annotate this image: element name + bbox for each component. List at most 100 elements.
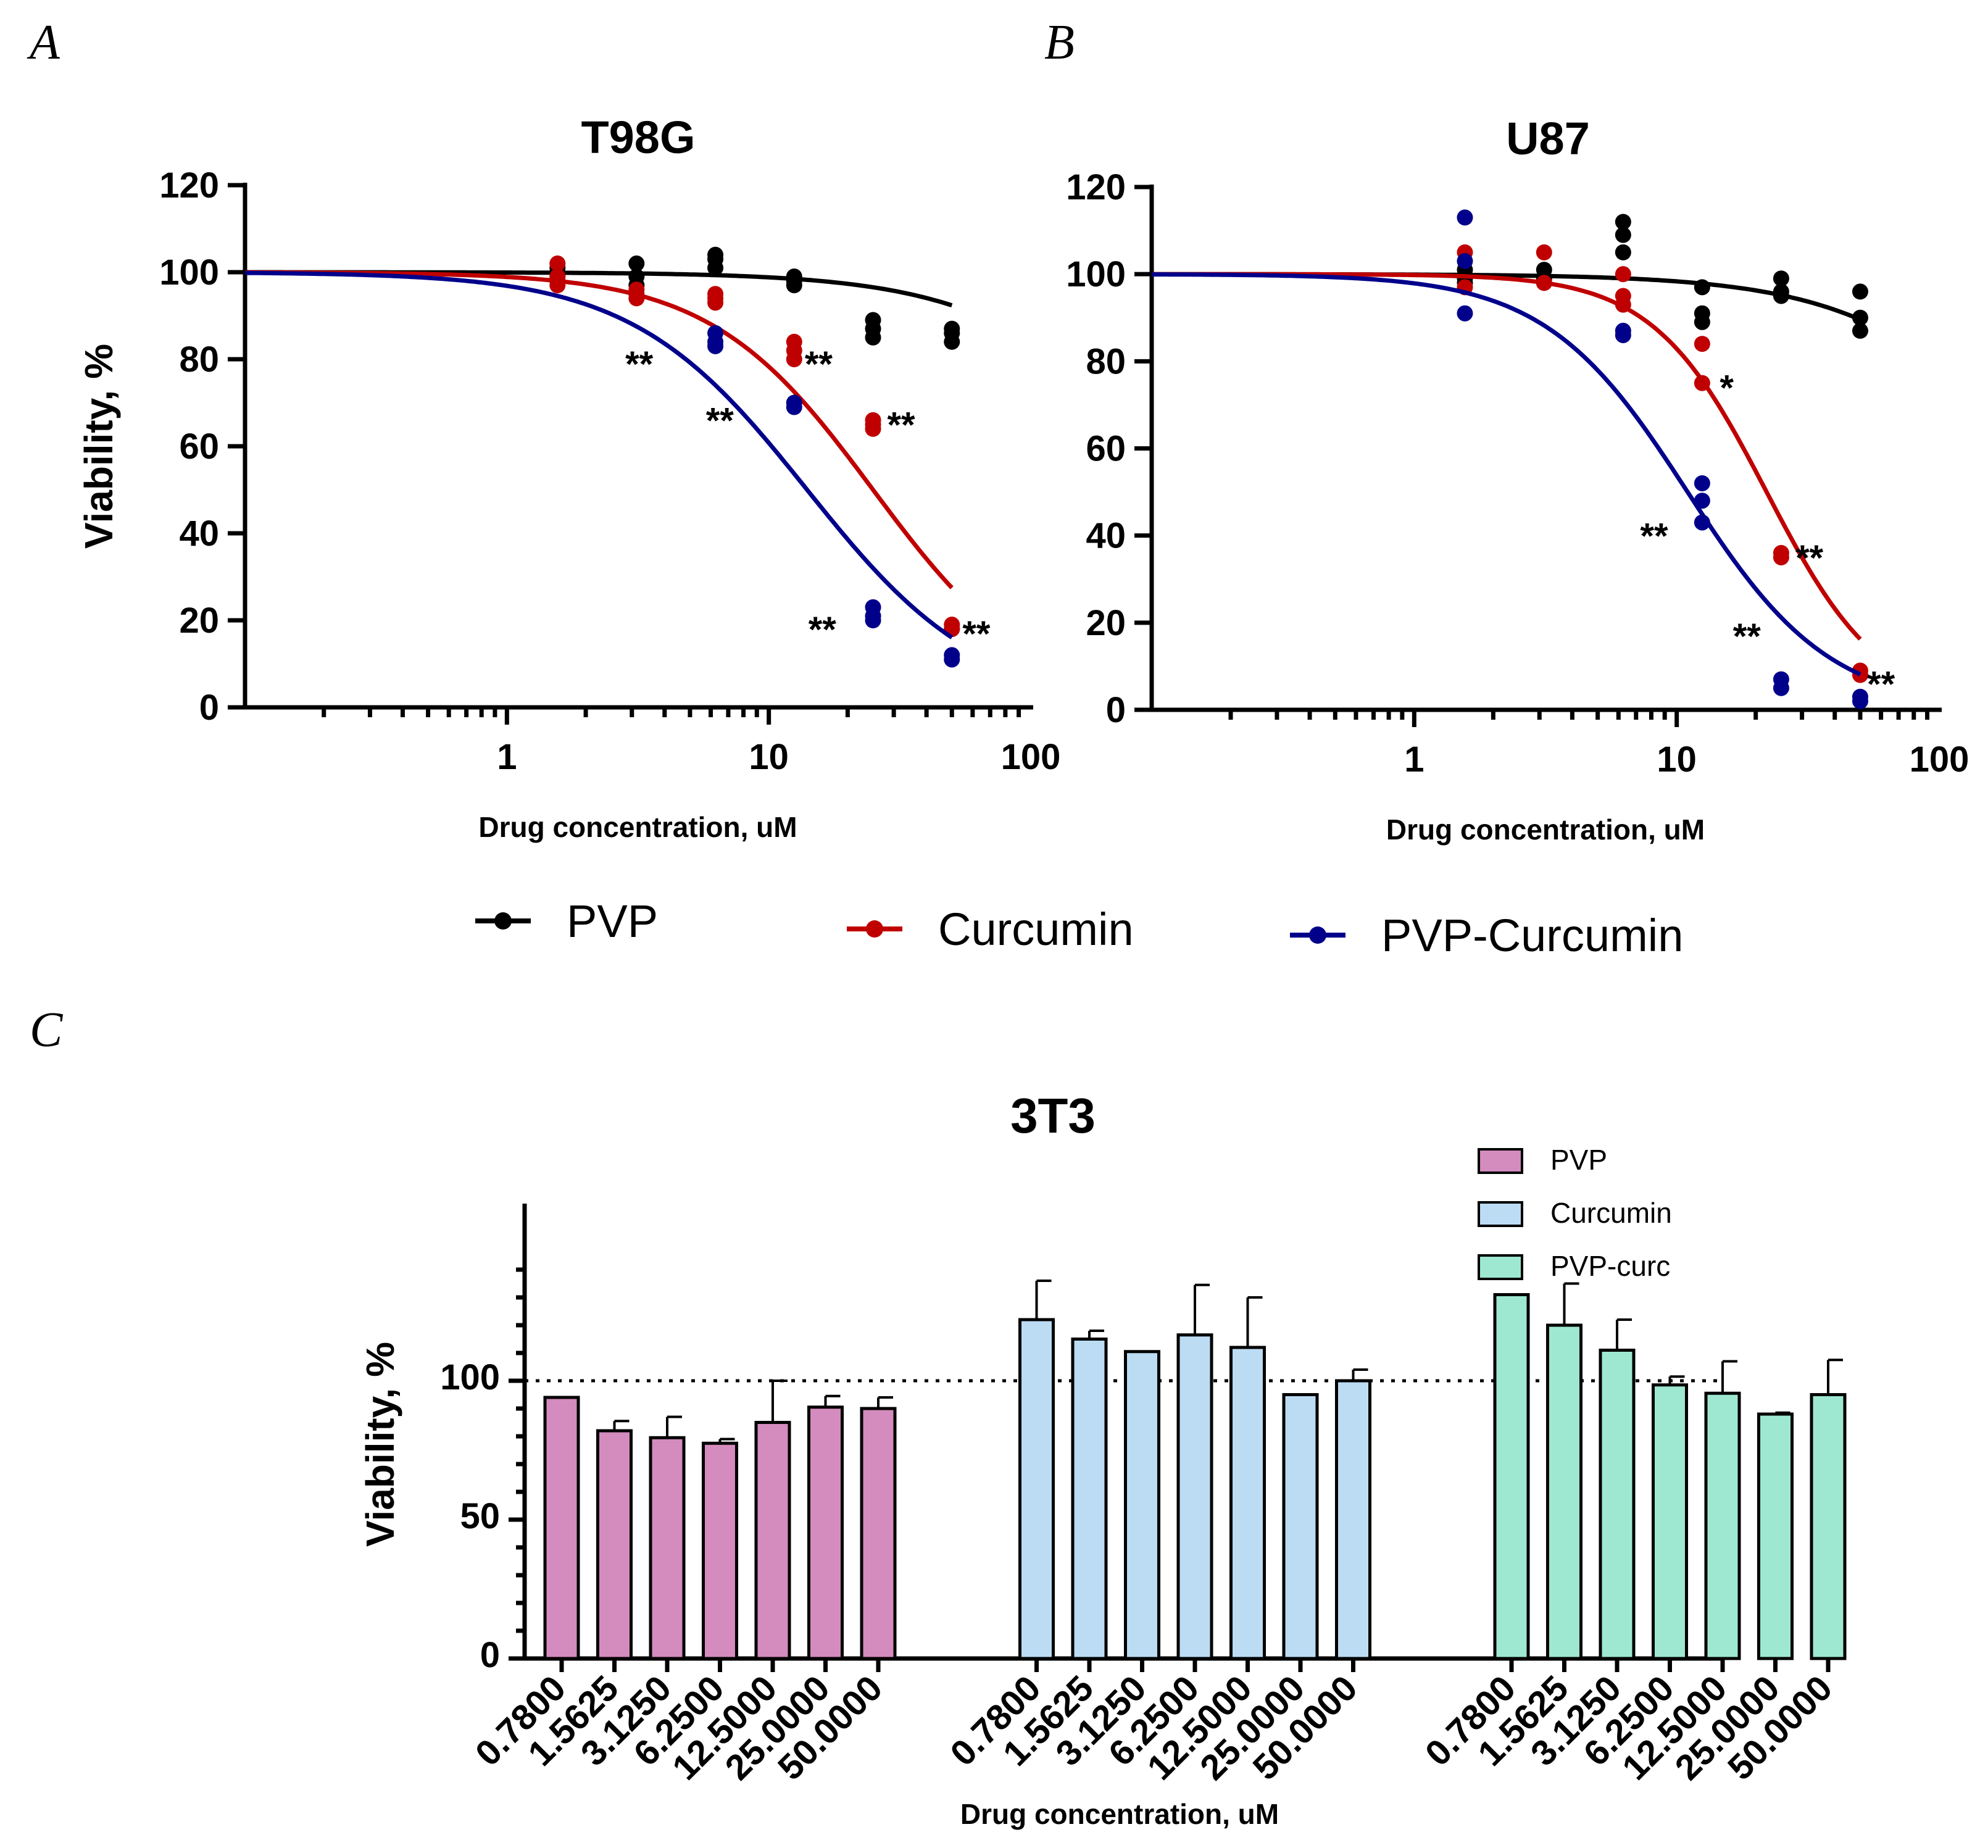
data-point-pvp-curcumin xyxy=(707,338,724,354)
bar-pvp-curc xyxy=(1652,1383,1688,1660)
significance-marker: ** xyxy=(706,401,734,441)
y-tick-label: 120 xyxy=(159,165,219,206)
data-point-pvp-curcumin xyxy=(1457,305,1473,322)
panel-label-a: A xyxy=(27,15,60,70)
bar-curcumin xyxy=(1124,1350,1160,1660)
significance-marker: ** xyxy=(625,344,654,385)
bar-pvp-curc xyxy=(1757,1412,1794,1660)
significance-marker: ** xyxy=(1640,517,1668,557)
x-tick-label: 1 xyxy=(497,737,517,777)
legend-label: PVP-Curcumin xyxy=(1381,910,1683,961)
y-tick-label: 50 xyxy=(460,1496,500,1536)
bar-pvp-curc xyxy=(1546,1323,1582,1660)
data-point-pvp xyxy=(944,333,960,350)
legend-label: PVP-curc xyxy=(1550,1250,1670,1282)
data-point-pvp xyxy=(786,277,802,294)
data-point-pvp xyxy=(707,259,724,276)
data-point-pvp-curcumin xyxy=(786,399,802,415)
legend-label: PVP xyxy=(1550,1144,1607,1176)
chart-3t3: 3T30501000.78001.56253.12506.250012.5000… xyxy=(358,1088,1847,1830)
data-point-curcumin xyxy=(707,294,724,311)
data-point-pvp-curcumin xyxy=(865,612,881,628)
y-tick-label: 0 xyxy=(480,1635,500,1675)
bar-curcumin xyxy=(1176,1333,1213,1660)
legend-swatch-curcumin xyxy=(1478,1201,1523,1227)
data-point-pvp xyxy=(1773,270,1789,287)
data-point-pvp-curcumin xyxy=(1615,327,1631,343)
legend-top: PVP Curcumin PVP-Curcumin xyxy=(475,896,1683,961)
legend-marker xyxy=(1309,926,1326,944)
x-axis-title: Drug concentration, uM xyxy=(1386,814,1705,846)
y-tick-label: 20 xyxy=(1086,603,1126,643)
data-point-pvp-curcumin xyxy=(1773,680,1789,696)
data-point-curcumin xyxy=(1694,336,1710,352)
y-tick-label: 100 xyxy=(159,252,219,293)
bar-curcumin xyxy=(1229,1346,1266,1660)
bar-curcumin xyxy=(1282,1393,1319,1660)
data-point-pvp xyxy=(1852,309,1868,326)
bar-pvp xyxy=(649,1436,686,1660)
bar-curcumin xyxy=(1018,1318,1055,1660)
data-point-curcumin xyxy=(1615,266,1631,283)
x-tick-label: 10 xyxy=(1657,739,1697,780)
data-point-pvp xyxy=(1694,279,1710,296)
data-point-pvp-curcumin xyxy=(1457,252,1473,269)
data-point-pvp-curcumin xyxy=(1694,475,1710,491)
legend-marker xyxy=(494,912,512,930)
data-point-curcumin xyxy=(628,290,645,307)
significance-marker: ** xyxy=(887,406,915,446)
bar-pvp-curc xyxy=(1704,1391,1741,1660)
data-point-curcumin xyxy=(549,277,566,294)
x-tick-label: 1 xyxy=(1404,739,1424,780)
fit-curve-pvp xyxy=(1152,272,1861,322)
data-point-pvp xyxy=(1615,227,1631,243)
fit-curve-pvp xyxy=(245,270,953,308)
chart-title: 3T3 xyxy=(1010,1088,1096,1143)
bar-pvp-curc xyxy=(1599,1349,1636,1660)
data-point-curcumin xyxy=(1694,375,1710,391)
data-point-curcumin xyxy=(1536,275,1552,291)
panel-label-b: B xyxy=(1044,15,1075,70)
legend-label: PVP xyxy=(567,896,658,947)
legend-label: Curcumin xyxy=(938,904,1134,955)
y-tick-label: 80 xyxy=(179,339,219,380)
data-point-pvp xyxy=(1694,314,1710,330)
bar-curcumin xyxy=(1071,1338,1108,1660)
data-point-pvp xyxy=(628,255,645,272)
legend-swatch-pvp-curc xyxy=(1478,1254,1523,1280)
bar-pvp xyxy=(596,1429,633,1660)
data-point-pvp-curcumin xyxy=(1694,514,1710,531)
bar-pvp-curc xyxy=(1493,1293,1530,1660)
chart-title: U87 xyxy=(1506,113,1590,164)
y-tick-label: 100 xyxy=(1066,254,1126,294)
significance-marker: ** xyxy=(1867,665,1895,705)
x-axis-title: Drug concentration, uM xyxy=(960,1798,1279,1830)
data-point-pvp xyxy=(1852,322,1868,339)
y-tick-label: 40 xyxy=(1086,516,1126,556)
significance-marker: ** xyxy=(962,614,991,654)
y-tick-label: 40 xyxy=(179,514,219,554)
significance-marker: ** xyxy=(809,610,837,650)
legend-marker xyxy=(866,920,883,938)
data-point-pvp xyxy=(865,329,881,346)
data-point-pvp-curcumin xyxy=(1852,693,1868,709)
bar-pvp xyxy=(754,1421,791,1660)
bar-pvp-curc xyxy=(1810,1393,1847,1660)
fit-curve-pvp-curcumin xyxy=(244,270,954,639)
x-axis-title: Drug concentration, uM xyxy=(478,811,797,843)
y-tick-label: 100 xyxy=(440,1357,500,1397)
data-point-pvp xyxy=(1773,288,1789,304)
bar-pvp xyxy=(807,1405,844,1660)
data-point-pvp xyxy=(1615,214,1631,230)
y-tick-label: 20 xyxy=(179,601,219,641)
y-tick-label: 120 xyxy=(1066,167,1126,207)
data-point-curcumin xyxy=(1773,549,1789,565)
y-tick-label: 0 xyxy=(1106,690,1126,730)
data-point-curcumin xyxy=(786,351,802,367)
fit-curve-pvp-curcumin xyxy=(1151,272,1861,676)
data-point-curcumin xyxy=(1536,244,1552,260)
legend-label: Curcumin xyxy=(1550,1197,1672,1229)
data-point-pvp-curcumin xyxy=(944,651,960,668)
y-axis-title: Viability, % xyxy=(77,344,121,549)
